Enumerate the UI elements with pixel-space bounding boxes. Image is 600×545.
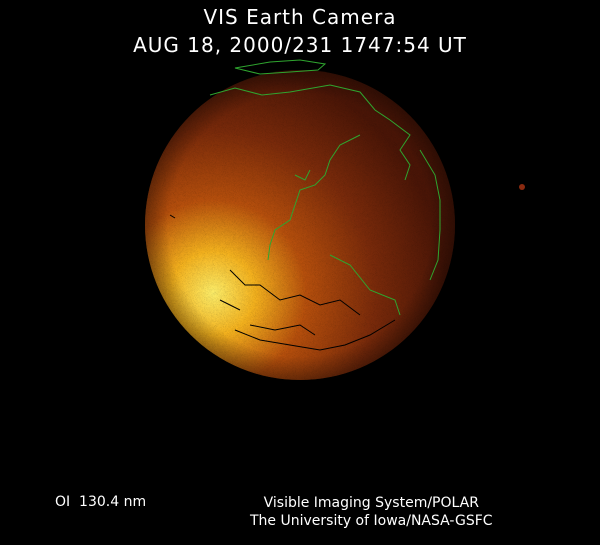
- camera-title: VIS Earth Camera: [203, 5, 397, 29]
- image-timestamp: AUG 18, 2000/231 1747:54 UT: [133, 33, 467, 57]
- credit-line-1: Visible Imaging System/POLAR: [263, 495, 479, 511]
- star-speck: [519, 184, 525, 190]
- limb-shade: [145, 70, 455, 380]
- coastlines-black: [169, 214, 396, 351]
- credit-block: Visible Imaging System/POLAR The Univers…: [250, 494, 493, 530]
- wavelength-label: OI 130.4 nm: [55, 494, 147, 510]
- coastlines-green: [209, 59, 441, 316]
- credit-line-2: The University of Iowa/NASA-GSFC: [250, 513, 493, 529]
